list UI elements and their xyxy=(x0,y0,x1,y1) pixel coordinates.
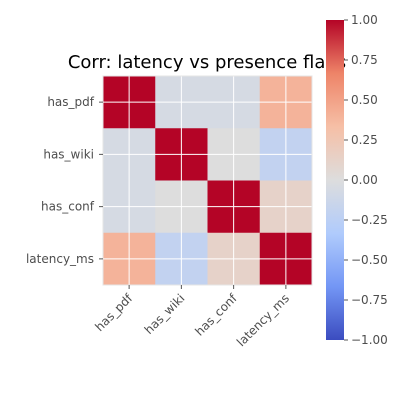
x-tick-label-has-conf: has_conf xyxy=(192,291,240,339)
colorbar-tick-label: 0.50 xyxy=(351,93,378,107)
heatmap-grid xyxy=(103,76,312,285)
heatmap-cells xyxy=(103,76,313,286)
colorbar-tick-label: −0.75 xyxy=(351,293,388,307)
colorbar-tick-label: 0.25 xyxy=(351,133,378,147)
colorbar-tick-label: −0.50 xyxy=(351,253,388,267)
colorbar-tick-label: −0.25 xyxy=(351,213,388,227)
colorbar-tick-label: 1.00 xyxy=(351,13,378,27)
x-tick-label-has-pdf: has_pdf xyxy=(92,291,135,334)
x-tick-label-latency-ms: latency_ms xyxy=(234,291,292,349)
colorbar-tick-label: 0.75 xyxy=(351,53,378,67)
y-tick-label-has-pdf: has_pdf xyxy=(47,95,94,109)
plot-frame xyxy=(102,75,313,286)
y-tick-label-has-wiki: has_wiki xyxy=(43,147,94,161)
colorbar-tick-label: 0.00 xyxy=(351,173,378,187)
y-tick-label-latency-ms: latency_ms xyxy=(26,252,94,266)
y-tick-label-has-conf: has_conf xyxy=(41,200,95,214)
chart-title: Corr: latency vs presence flags xyxy=(68,52,346,73)
y-axis-ticks: has_pdf has_wiki has_conf latency_ms xyxy=(26,95,103,266)
x-tick-label-has-wiki: has_wiki xyxy=(142,291,188,337)
colorbar-tick-label: −1.00 xyxy=(351,333,388,347)
colorbar-ticks: 1.00 0.75 0.50 0.25 0.00 −0.25 −0.50 −0.75 −1.00 xyxy=(344,13,388,347)
colorbar xyxy=(326,20,344,340)
